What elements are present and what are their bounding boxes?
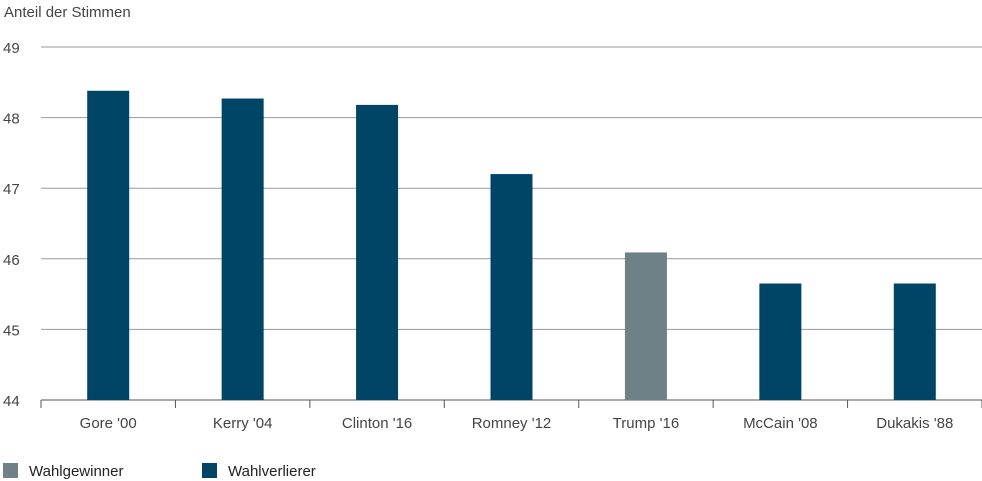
bars: [87, 90, 936, 401]
y-tick-label: 46: [3, 252, 20, 269]
x-tick-label: McCain '08: [743, 415, 818, 432]
legend-swatch: [3, 463, 18, 478]
x-tick-label: Romney '12: [472, 415, 552, 432]
bar: [87, 90, 130, 400]
y-axis-label: Anteil der Stimmen: [4, 4, 131, 21]
legend: Wahlgewinner Wahlverlierer: [3, 463, 316, 480]
x-tick-label: Gore '00: [80, 415, 137, 432]
x-tick-label: Clinton '16: [342, 415, 412, 432]
y-tick-label: 45: [3, 322, 20, 339]
y-tick-label: 44: [3, 393, 20, 410]
bar: [624, 252, 667, 400]
legend-label: Wahlgewinner: [29, 463, 124, 480]
x-tick-label: Kerry '04: [213, 415, 273, 432]
x-tick-label: Dukakis '88: [876, 415, 953, 432]
legend-swatch: [202, 463, 217, 478]
x-axis: Gore '00 Kerry '04 Clinton '16 Romney '12 Tr…: [40, 400, 982, 432]
y-tick-label: 48: [3, 111, 20, 128]
y-tick-label: 49: [3, 40, 20, 57]
bar: [221, 98, 264, 401]
y-tick-labels: 44 45 46 47 48 49: [3, 40, 20, 410]
x-tick-label: Trump '16: [613, 415, 680, 432]
legend-label: Wahlverlierer: [228, 463, 316, 480]
bar: [356, 104, 399, 400]
bar: [893, 283, 936, 400]
bar: [490, 174, 533, 400]
y-tick-label: 47: [3, 181, 20, 198]
bar: [759, 283, 802, 400]
